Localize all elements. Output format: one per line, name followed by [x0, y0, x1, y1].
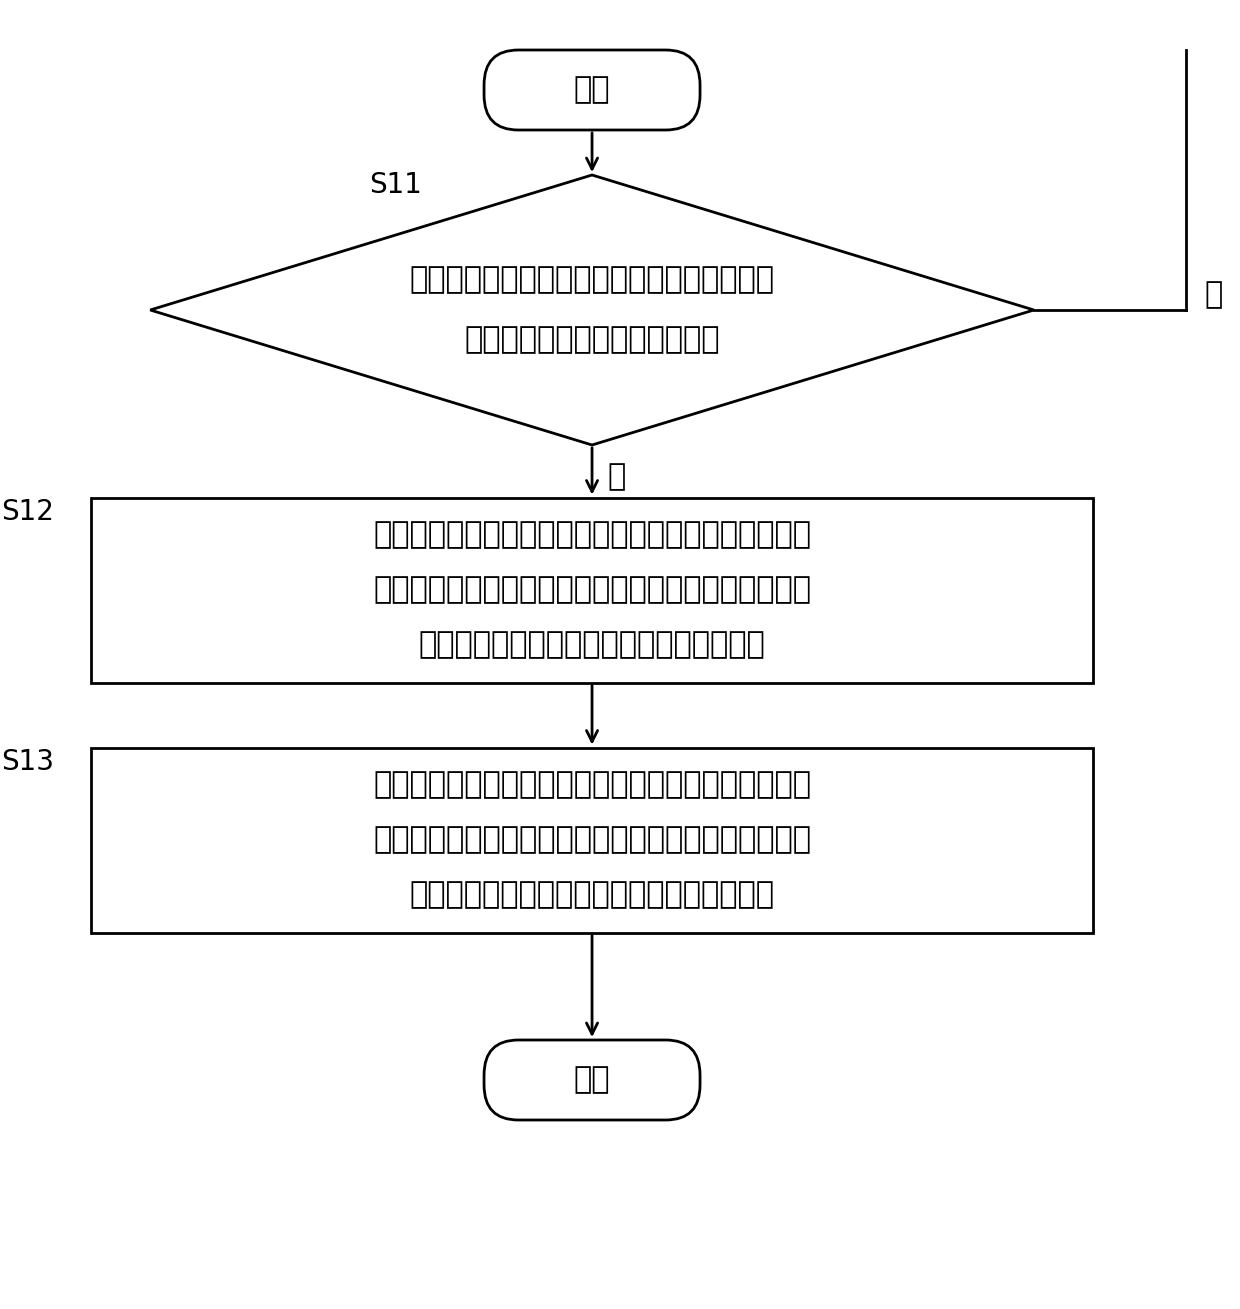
Text: 是: 是	[1204, 280, 1223, 309]
Text: 向所述网络侧设备发送表征请求重配非连续接收配置参: 向所述网络侧设备发送表征请求重配非连续接收配置参	[373, 521, 811, 550]
Text: 结束: 结束	[574, 1066, 610, 1094]
Text: 要求判断是否重配所述非连续接收配置参数: 要求判断是否重配所述非连续接收配置参数	[419, 631, 765, 660]
Text: 数消息时，获得延长的非连续接收的时间间隔: 数消息时，获得延长的非连续接收的时间间隔	[409, 881, 775, 910]
FancyBboxPatch shape	[484, 1039, 701, 1121]
Text: 当前被网络侧设备所分配的非连续接收的时间: 当前被网络侧设备所分配的非连续接收的时间	[409, 266, 775, 295]
Text: 当接收到表征所述网络侧设备评估所述重配非连续接收: 当接收到表征所述网络侧设备评估所述重配非连续接收	[373, 771, 811, 800]
Text: 配置参数的请求的消息后，所更新的非连续接收配置参: 配置参数的请求的消息后，所更新的非连续接收配置参	[373, 826, 811, 855]
Bar	[92, 747, 1092, 932]
Text: 否: 否	[608, 462, 626, 491]
Polygon shape	[150, 175, 1034, 445]
Text: 间隔足以进行当前的邻区测量？: 间隔足以进行当前的邻区测量？	[464, 326, 719, 355]
Text: 开始: 开始	[574, 76, 610, 105]
Text: S13: S13	[1, 749, 55, 776]
FancyBboxPatch shape	[484, 50, 701, 130]
Text: 数的消息，使得所述网络侧设备根据当前通信服务质量: 数的消息，使得所述网络侧设备根据当前通信服务质量	[373, 576, 811, 605]
Bar	[92, 497, 1092, 682]
Text: S12: S12	[1, 499, 55, 526]
Text: S11: S11	[370, 171, 422, 199]
